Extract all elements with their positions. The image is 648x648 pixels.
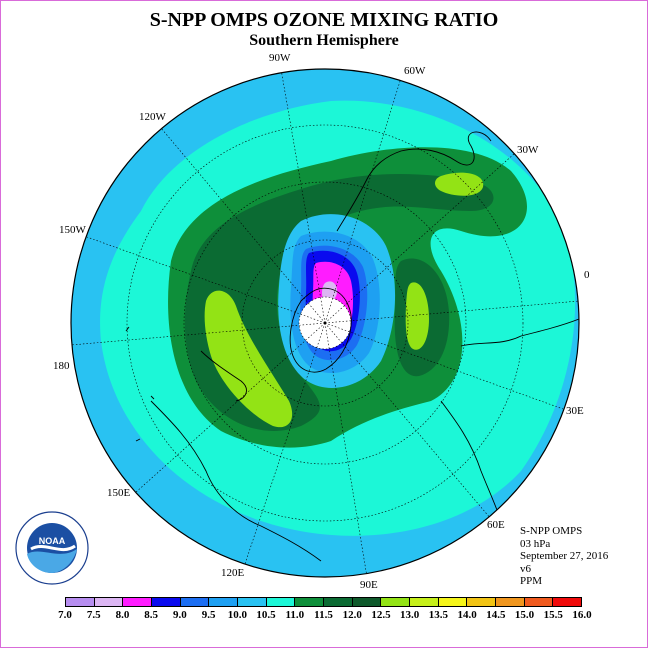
colorbar-tick-label: 14.0 — [457, 609, 477, 621]
date-label: September 27, 2016 — [520, 550, 609, 562]
contour-7.5 — [322, 281, 337, 302]
lon-label-150w: 150W — [59, 224, 86, 236]
colorbar-segment — [352, 598, 382, 606]
colorbar-tick-label: 12.0 — [342, 609, 362, 621]
colorbar-ticks: 7.0 7.5 8.0 8.5 9.0 9.5 10.0 10.5 11.0 11.5 12.0 12… — [58, 609, 592, 623]
lon-label-90e: 90E — [360, 579, 378, 591]
colorbar-tick-label: 10.0 — [227, 609, 247, 621]
colorbar-tick-label: 15.5 — [543, 609, 563, 621]
instrument-label: S-NPP OMPS — [520, 525, 583, 537]
colorbar-segment — [553, 598, 582, 606]
colorbar-tick-label: 11.0 — [285, 609, 305, 621]
colorbar-segment — [438, 598, 468, 606]
colorbar-segment — [266, 598, 296, 606]
colorbar-tick-label: 11.5 — [314, 609, 333, 621]
colorbar-tick-label: 13.0 — [400, 609, 420, 621]
colorbar-tick-label: 7.0 — [58, 609, 72, 621]
lon-label-90w: 90W — [269, 52, 291, 64]
version-label: v6 — [520, 562, 531, 575]
colorbar-segment — [410, 598, 439, 606]
contour-12.0-north — [435, 172, 484, 196]
colorbar-segment — [152, 598, 181, 606]
colorbar-segment — [324, 598, 353, 606]
lon-label-30e: 30E — [566, 405, 584, 417]
lon-label-30w: 30W — [517, 144, 539, 156]
colorbar-segment — [66, 598, 95, 606]
lon-label-0: 0 — [584, 269, 590, 281]
lon-label-120e: 120E — [221, 567, 245, 579]
level-label: 03 hPa — [520, 537, 551, 550]
svg-text:NOAA: NOAA — [39, 536, 66, 546]
map-subtitle: Southern Hemisphere — [249, 32, 399, 49]
colorbar-segment — [94, 598, 124, 606]
colorbar-tick-label: 12.5 — [371, 609, 391, 621]
colorbar-segment — [238, 598, 267, 606]
colorbar-segment — [209, 598, 239, 606]
info-block: S-NPP OMPS 03 hPa September 27, 2016 v6 … — [520, 525, 608, 588]
colorbar-tick-label: 13.5 — [428, 609, 448, 621]
colorbar-tick-label: 7.5 — [86, 609, 101, 621]
meridians — [71, 69, 579, 577]
noaa-logo: NOAA — [15, 511, 89, 585]
colorbar-tick-label: 16.0 — [572, 609, 592, 621]
lon-label-120w: 120W — [139, 111, 166, 123]
ozone-field — [71, 69, 579, 577]
colorbar-segment — [467, 598, 497, 606]
colorbar-segment — [295, 598, 325, 606]
colorbar-tick-label: 10.5 — [256, 609, 276, 621]
colorbar-segment — [180, 598, 210, 606]
colorbar-segment — [123, 598, 153, 606]
colorbar-segment — [524, 598, 554, 606]
contour-12.0 — [204, 290, 293, 428]
lon-label-150e: 150E — [107, 487, 131, 499]
lon-label-60w: 60W — [404, 65, 426, 77]
colorbar-tick-label: 9.5 — [201, 609, 216, 621]
coastlines — [125, 131, 579, 562]
colorbar-tick-label: 15.0 — [514, 609, 535, 621]
colorbar — [65, 597, 582, 607]
colorbar-segment — [496, 598, 525, 606]
map-boundary — [70, 68, 580, 578]
lon-label-60e: 60E — [487, 519, 505, 531]
colorbar-tick-label: 14.5 — [486, 609, 506, 621]
colorbar-tick-label: 8.5 — [144, 609, 159, 621]
contour-12.0-east — [405, 282, 429, 350]
units-label: PPM — [520, 575, 543, 587]
colorbar-tick-label: 8.0 — [115, 609, 130, 621]
colorbar-tick-label: 9.0 — [173, 609, 187, 621]
map-title: S-NPP OMPS OZONE MIXING RATIO — [149, 9, 499, 31]
colorbar-segment — [381, 598, 411, 606]
lon-label-180: 180 — [53, 360, 70, 372]
